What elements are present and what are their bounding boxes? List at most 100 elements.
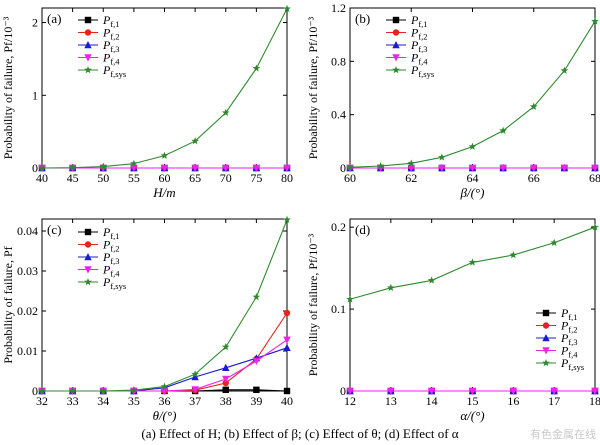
data-point: [427, 387, 436, 395]
panel-label: (a): [47, 11, 61, 26]
x-tick-label: 45: [67, 171, 79, 185]
legend-label: Pf,3: [102, 250, 120, 266]
data-point: [499, 164, 507, 172]
legend-label: Pf,sys: [102, 63, 126, 79]
panel-label: (b): [355, 11, 370, 26]
data-point: [468, 142, 477, 150]
legend-marker: [84, 16, 92, 24]
x-tick-label: 15: [467, 394, 479, 408]
data-point: [252, 164, 261, 172]
x-axis-label: β/(°): [460, 185, 485, 200]
legend-marker: [84, 241, 92, 248]
data-point: [407, 164, 415, 172]
panel-b: 60 62 64 66 68 0 0.4 0.8 1.2 β/(°) Probability of …: [306, 1, 600, 200]
legend-marker: [392, 41, 400, 49]
data-point: [530, 164, 538, 172]
data-point: [438, 164, 446, 172]
x-tick-label: 13: [385, 394, 397, 408]
x-tick-label: 80: [281, 171, 293, 185]
y-axis-label: Probability of failure, Pf/10⁻³: [1, 16, 15, 159]
x-tick-label: 70: [220, 171, 232, 185]
y-tick-label: 0: [340, 384, 346, 398]
data-point: [283, 4, 291, 12]
data-point: [550, 238, 558, 246]
data-point: [191, 137, 199, 145]
data-point: [509, 251, 518, 259]
data-point: [99, 162, 108, 170]
x-tick-label: 18: [589, 394, 600, 408]
data-point: [427, 276, 436, 284]
legend-label: Pf,4: [102, 51, 120, 67]
x-tick-label: 50: [97, 171, 109, 185]
data-point: [591, 17, 599, 25]
data-point: [160, 151, 169, 159]
legend-marker: [542, 359, 550, 367]
data-point: [160, 387, 169, 395]
x-tick-label: 32: [36, 394, 48, 408]
data-point: [529, 102, 538, 110]
x-tick-label: 66: [528, 171, 540, 185]
data-point: [346, 295, 354, 303]
data-point: [252, 293, 261, 301]
legend-marker: [392, 54, 400, 62]
legend-marker: [84, 41, 92, 49]
x-tick-label: 37: [189, 394, 201, 408]
x-tick-label: 62: [405, 171, 417, 185]
data-point: [253, 386, 260, 393]
legend-label: Pf,1: [102, 225, 120, 241]
legend-label: Pf,2: [410, 26, 428, 42]
y-tick-label: 0.4: [331, 108, 346, 122]
plot-frame: [349, 218, 596, 392]
legend-label: Pf,1: [410, 13, 428, 29]
data-point: [591, 387, 599, 395]
legend-label: Pf,3: [102, 38, 120, 54]
legend-label: Pf,4: [410, 51, 428, 67]
legend-marker: [84, 66, 92, 74]
x-tick-label: 75: [250, 171, 262, 185]
data-point: [346, 163, 354, 171]
y-tick-label: 0.8: [331, 54, 346, 68]
x-tick-label: 60: [159, 171, 171, 185]
series-line-2: [42, 312, 288, 392]
data-point: [130, 386, 138, 394]
data-point: [283, 215, 291, 224]
data-point: [160, 382, 169, 390]
data-point: [283, 336, 291, 344]
legend-label: Pf,sys: [102, 275, 126, 291]
data-point: [99, 387, 108, 395]
legend-label: Pf,sys: [410, 63, 434, 79]
legend-label: Pf,3: [560, 331, 578, 347]
x-axis-label: H/m: [152, 185, 175, 200]
data-point: [283, 343, 291, 351]
x-tick-label: 33: [67, 394, 79, 408]
y-axis-label: Probability of failure, Pf/10⁻³: [306, 16, 320, 159]
data-point: [283, 309, 291, 317]
legend-marker: [542, 322, 550, 329]
x-tick-label: 17: [548, 394, 560, 408]
data-point: [38, 164, 46, 172]
x-tick-label: 40: [281, 394, 293, 408]
y-tick-label: 2: [32, 16, 38, 30]
legend-label: Pf,sys: [560, 356, 584, 372]
legend-label: Pf,1: [560, 306, 578, 322]
data-point: [68, 163, 77, 171]
data-point: [283, 387, 291, 395]
x-tick-label: 40: [36, 171, 48, 185]
series-line-5: [42, 219, 288, 392]
legend-marker: [84, 253, 92, 261]
legend-marker: [392, 29, 400, 36]
data-point: [221, 108, 230, 116]
legend-marker: [84, 228, 92, 236]
legend-label: Pf,1: [102, 13, 120, 29]
legend-marker: [84, 266, 92, 274]
data-point: [130, 159, 138, 167]
x-tick-label: 60: [344, 171, 356, 185]
x-tick-label: 64: [467, 171, 479, 185]
data-point: [222, 164, 230, 172]
data-point: [252, 64, 261, 72]
data-point: [191, 386, 199, 394]
data-point: [499, 126, 507, 134]
legend-marker: [392, 66, 400, 74]
data-point: [346, 387, 354, 395]
